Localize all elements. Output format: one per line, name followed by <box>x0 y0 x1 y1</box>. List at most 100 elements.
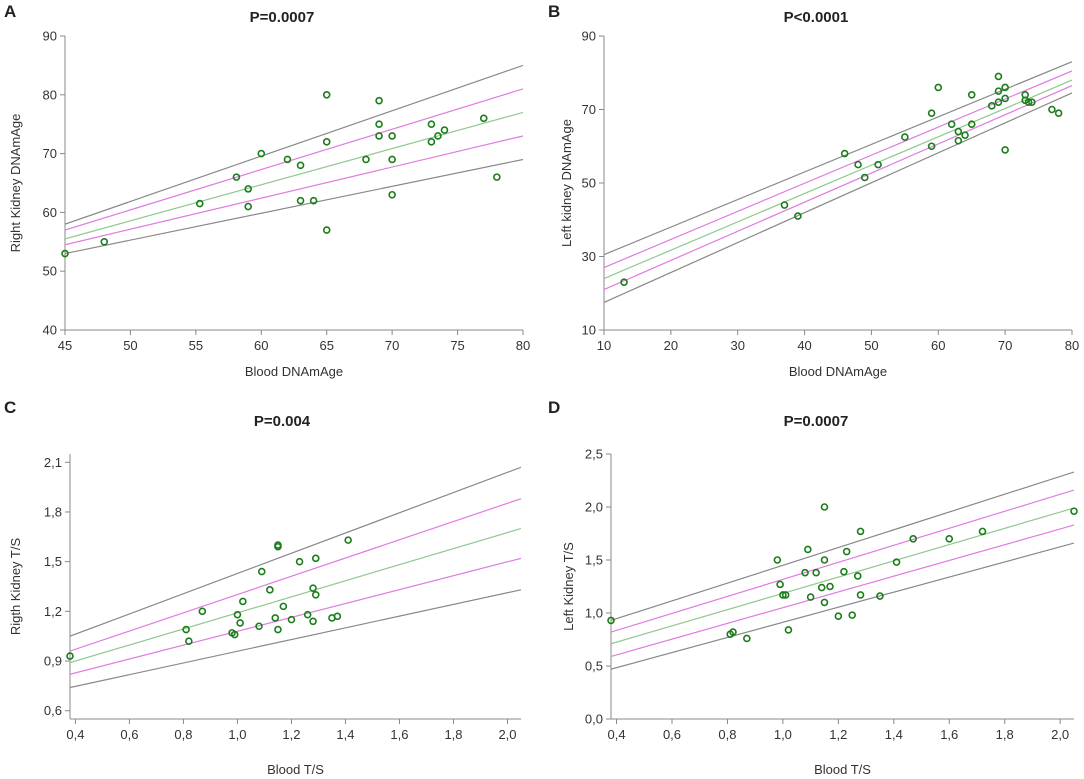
data-point <box>812 568 820 577</box>
y-axis-label: Left Kidney T/S <box>561 542 576 631</box>
data-point <box>375 120 383 128</box>
data-point <box>375 96 383 105</box>
y-tick-label: 0,6 <box>44 703 62 718</box>
y-tick-label: 30 <box>582 249 596 264</box>
x-tick-label: 0,6 <box>120 727 138 742</box>
data-point <box>927 109 936 117</box>
data-point <box>388 132 396 140</box>
data-point <box>927 142 936 151</box>
data-point <box>296 196 305 205</box>
data-point <box>66 652 74 660</box>
data-point <box>840 149 849 158</box>
data-point <box>255 622 263 631</box>
chart-title: P<0.0001 <box>784 9 849 26</box>
data-point <box>388 190 396 199</box>
line-upper-95 <box>604 61 1072 256</box>
x-tick-label: 1,8 <box>996 727 1014 742</box>
data-point <box>994 87 1003 95</box>
data-point <box>271 614 280 622</box>
x-tick-label: 70 <box>385 338 399 353</box>
data-point <box>945 534 954 543</box>
data-point <box>257 149 266 158</box>
data-point <box>185 637 193 645</box>
x-axis-label: Blood T/S <box>267 762 324 777</box>
y-tick-label: 2,1 <box>44 455 62 470</box>
line-upper-95 <box>611 471 1074 621</box>
data-point <box>274 625 282 634</box>
x-tick-label: 1,8 <box>444 727 462 742</box>
data-point <box>100 238 109 246</box>
data-point <box>283 155 292 164</box>
data-point <box>493 173 501 181</box>
x-tick-label: 50 <box>864 338 878 353</box>
line-lower-95 <box>70 589 521 689</box>
line-fit <box>65 111 523 240</box>
data-point <box>266 586 274 594</box>
x-tick-label: 1,6 <box>390 727 408 742</box>
data-point <box>781 591 790 599</box>
data-point <box>620 278 628 287</box>
data-point <box>322 138 331 146</box>
data-points <box>61 91 501 258</box>
y-tick-label: 50 <box>43 264 57 279</box>
data-point <box>901 133 909 141</box>
data-point <box>840 567 848 576</box>
data-point <box>1028 98 1036 106</box>
data-point <box>842 547 851 556</box>
y-tick-label: 2,5 <box>585 447 603 462</box>
data-point <box>856 527 865 536</box>
data-point <box>230 630 239 639</box>
data-point <box>834 612 843 620</box>
data-point <box>195 199 204 208</box>
data-point <box>1070 507 1078 516</box>
data-point <box>287 615 296 624</box>
data-point <box>61 249 69 258</box>
data-point <box>874 160 882 169</box>
x-tick-label: 1,2 <box>829 727 847 742</box>
data-point <box>876 592 884 600</box>
data-point <box>388 155 396 164</box>
y-tick-label: 0,0 <box>585 712 603 727</box>
panel-letter: D <box>548 398 560 417</box>
data-point <box>892 558 901 566</box>
y-axis-label: Rigth Kidney T/S <box>8 538 23 636</box>
data-point <box>1001 94 1009 103</box>
data-point <box>232 173 241 181</box>
x-tick-label: 75 <box>450 338 464 353</box>
data-point <box>303 610 312 619</box>
y-tick-label: 0,9 <box>44 654 62 669</box>
data-points <box>66 536 352 660</box>
data-point <box>344 536 352 544</box>
data-point <box>934 83 943 92</box>
data-point <box>333 612 342 621</box>
y-tick-label: 60 <box>43 205 57 220</box>
data-point <box>947 120 956 128</box>
data-point <box>375 132 383 140</box>
x-tick-label: 1,4 <box>336 727 354 742</box>
data-point <box>1054 109 1063 117</box>
x-tick-label: 20 <box>664 338 678 353</box>
x-tick-label: 0,8 <box>174 727 192 742</box>
x-tick-label: 80 <box>516 338 530 353</box>
x-tick-label: 80 <box>1065 338 1079 353</box>
y-axis-label: Right Kidney DNAmAge <box>8 114 23 253</box>
data-point <box>434 132 442 140</box>
line-upper-95 <box>70 466 521 637</box>
data-point <box>236 619 244 627</box>
x-tick-label: 45 <box>58 338 72 353</box>
data-point <box>322 91 331 99</box>
data-point <box>1001 83 1009 92</box>
line-fit <box>70 527 521 664</box>
data-point <box>848 611 857 619</box>
y-tick-label: 1,0 <box>585 606 603 621</box>
x-tick-label: 60 <box>254 338 268 353</box>
panel-letter: B <box>548 2 560 21</box>
x-tick-label: 65 <box>319 338 333 353</box>
x-tick-label: 0,6 <box>663 727 681 742</box>
x-tick-label: 2,0 <box>498 727 516 742</box>
data-point <box>967 91 976 99</box>
line-lower-mean <box>70 557 521 675</box>
x-tick-label: 40 <box>797 338 811 353</box>
data-points <box>620 72 1063 287</box>
